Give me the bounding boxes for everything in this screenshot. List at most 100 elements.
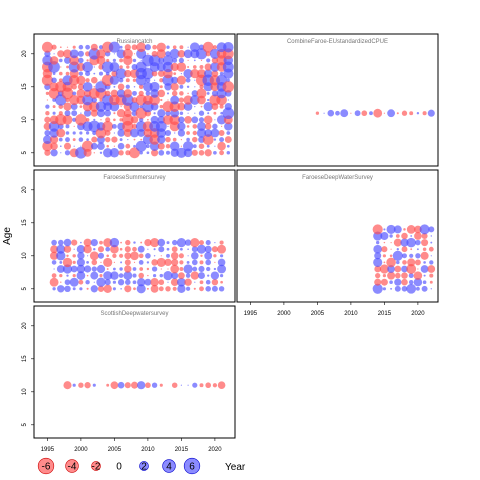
residual-bubble [151, 70, 158, 77]
residual-bubble [170, 62, 179, 72]
residual-bubble [80, 241, 82, 244]
residual-bubble [138, 260, 144, 265]
residual-bubble [66, 65, 69, 69]
residual-bubble [91, 266, 97, 272]
residual-bubble [171, 90, 178, 97]
residual-bubble [56, 265, 65, 273]
residual-bubble [372, 283, 383, 294]
residual-bubble [177, 277, 186, 287]
residual-bubble [183, 141, 194, 152]
panel-title: FaroeseSummersurvey [103, 175, 165, 181]
residual-bubble [123, 89, 133, 98]
panel: FaroeseSummersurvey 5 10 15 20 [22, 169, 236, 303]
residual-bubble [199, 383, 204, 388]
residual-bubble [196, 244, 207, 254]
residual-bubble [60, 66, 62, 68]
residual-bubble [327, 109, 335, 117]
panel-title: Russiancatch [116, 39, 152, 45]
residual-bubble [430, 241, 433, 244]
residual-bubble [185, 77, 191, 83]
residual-bubble [158, 149, 165, 156]
residual-bubble [165, 51, 171, 57]
residual-bubble [428, 226, 435, 233]
residual-bubble [99, 274, 103, 278]
residual-bubble [147, 274, 149, 277]
residual-bubble [124, 265, 132, 273]
residual-bubble [41, 74, 53, 86]
residual-bubble [57, 285, 65, 293]
residual-bubble [44, 149, 51, 156]
residual-bubble [401, 265, 408, 273]
residual-bubble [149, 81, 160, 92]
y-tick-label: 5 [22, 150, 28, 154]
residual-bubble [214, 145, 216, 147]
residual-bubble [56, 128, 66, 138]
legend-bubble [162, 459, 176, 473]
residual-bubble [59, 145, 62, 148]
y-tick-label: 20 [22, 186, 28, 193]
legend-bubble [139, 461, 149, 471]
residual-bubble [176, 238, 186, 248]
panels: Russiancatch 5 10 15 20 CombineFaroe-EUstanda… [22, 33, 439, 453]
legend-label: 6 [189, 462, 195, 473]
residual-bubble [132, 267, 137, 271]
residual-bubble [198, 143, 205, 149]
residual-bubble [374, 252, 382, 260]
residual-bubble [198, 117, 205, 123]
residual-bubble [183, 49, 193, 59]
residual-bubble [226, 131, 231, 135]
residual-bubble [97, 252, 105, 259]
residual-bubble [199, 64, 204, 70]
residual-bubble [69, 55, 80, 66]
residual-bubble [387, 109, 396, 118]
residual-bubble [64, 110, 71, 117]
residual-bubble [49, 135, 59, 144]
residual-bubble [112, 58, 116, 62]
residual-bubble [214, 242, 216, 244]
residual-bubble [179, 111, 184, 115]
residual-bubble [389, 234, 393, 238]
residual-bubble [69, 94, 80, 106]
residual-bubble [386, 257, 396, 268]
residual-bubble [169, 48, 180, 59]
residual-bubble [72, 273, 76, 278]
residual-bubble [108, 41, 120, 53]
residual-bubble [413, 271, 423, 280]
residual-bubble [62, 257, 73, 268]
residual-bubble [224, 122, 233, 131]
residual-bubble [145, 382, 151, 389]
residual-bubble [220, 111, 223, 115]
residual-bubble [386, 224, 396, 234]
residual-bubble [109, 62, 120, 72]
residual-bubble [146, 144, 150, 149]
residual-bubble [410, 235, 413, 237]
residual-bubble [129, 147, 140, 159]
residual-bubble [125, 150, 131, 156]
residual-bubble [44, 116, 51, 123]
residual-bubble [204, 129, 213, 137]
residual-bubble [133, 144, 136, 148]
residual-bubble [63, 56, 72, 64]
residual-bubble [213, 267, 217, 271]
residual-bubble [373, 257, 383, 267]
residual-bubble [200, 59, 203, 62]
residual-bubble [71, 239, 78, 246]
residual-bubble [130, 381, 139, 389]
residual-bubble [116, 89, 126, 98]
y-tick-label: 10 [22, 116, 28, 123]
residual-bubble [78, 57, 84, 64]
residual-bubble [217, 264, 227, 274]
residual-bubble [171, 246, 178, 253]
residual-bubble [199, 280, 204, 285]
residual-bubble [166, 45, 170, 49]
residual-bubble [212, 45, 217, 50]
residual-bubble [51, 239, 57, 246]
residual-bubble [223, 41, 234, 53]
residual-bubble [184, 116, 192, 124]
residual-bubble [112, 280, 117, 284]
residual-bubble [401, 285, 408, 292]
x-tick-label: 2020 [208, 447, 222, 453]
residual-bubble [167, 99, 169, 101]
residual-bubble [186, 125, 190, 128]
residual-bubble [178, 272, 185, 279]
